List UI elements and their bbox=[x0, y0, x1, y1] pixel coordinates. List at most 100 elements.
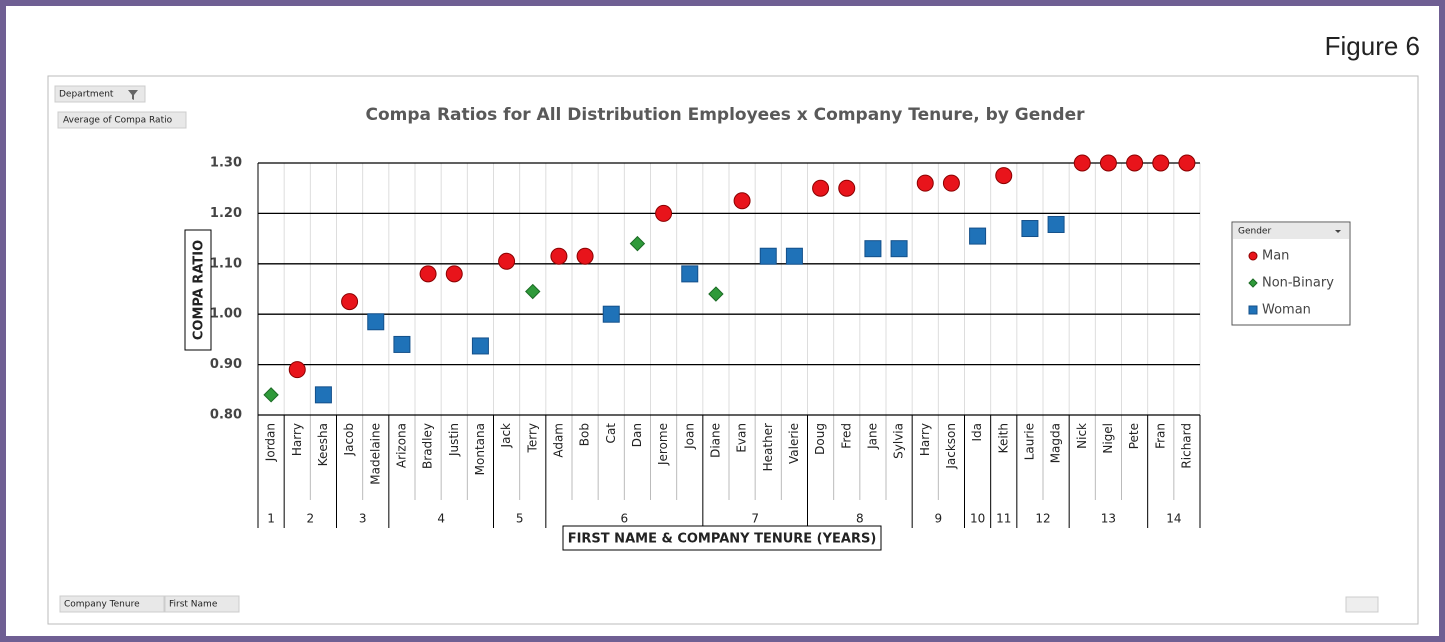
x-tick-label: Adam bbox=[551, 423, 565, 458]
marker bbox=[1099, 154, 1117, 172]
x-tick-label: Magda bbox=[1049, 423, 1063, 463]
x-tick-label: Jacob bbox=[342, 423, 356, 456]
filter-button[interactable] bbox=[54, 85, 146, 103]
x-tick-label: Dan bbox=[630, 423, 644, 447]
x-tick-label: Ida bbox=[970, 423, 984, 442]
marker bbox=[629, 235, 646, 252]
marker bbox=[733, 192, 751, 210]
y-tick-label: 0.80 bbox=[210, 408, 242, 423]
x-tick-label: Pete bbox=[1127, 423, 1141, 449]
expand-collapse[interactable] bbox=[1345, 596, 1379, 613]
marker bbox=[445, 265, 463, 283]
x-tick-label: Bob bbox=[578, 423, 592, 446]
x-tick-label: Evan bbox=[735, 423, 749, 453]
x-tick-label: Diane bbox=[708, 423, 722, 458]
y-tick-label: 1.00 bbox=[210, 307, 242, 322]
marker bbox=[969, 227, 987, 245]
marker bbox=[576, 247, 594, 265]
group-label: 14 bbox=[1166, 512, 1181, 526]
x-axis-label: FIRST NAME & COMPANY TENURE (YEARS) bbox=[568, 532, 877, 547]
group-label: 2 bbox=[307, 512, 315, 526]
x-tick-label: Laurie bbox=[1022, 423, 1036, 460]
marker bbox=[602, 305, 620, 323]
y-tick-label: 1.10 bbox=[210, 256, 242, 271]
marker bbox=[812, 179, 830, 197]
marker bbox=[263, 387, 279, 403]
group-label: 11 bbox=[996, 512, 1011, 526]
marker bbox=[995, 167, 1013, 185]
x-tick-label: Richard bbox=[1179, 423, 1193, 469]
x-tick-label: Terry bbox=[525, 423, 539, 453]
marker bbox=[1047, 215, 1065, 233]
legend-label: Woman bbox=[1262, 303, 1311, 318]
marker bbox=[838, 179, 856, 197]
group-label: 13 bbox=[1101, 512, 1116, 526]
legend-title: Gender bbox=[1238, 227, 1271, 237]
x-tick-label: Sylvia bbox=[892, 423, 906, 459]
value-button-label: Average of Compa Ratio bbox=[63, 116, 173, 126]
marker bbox=[1152, 154, 1170, 172]
x-tick-label: Jordan bbox=[264, 423, 278, 462]
marker bbox=[367, 313, 385, 331]
group-label: 9 bbox=[935, 512, 943, 526]
value-button[interactable] bbox=[57, 111, 187, 129]
x-tick-label: Joan bbox=[682, 423, 696, 450]
marker bbox=[864, 240, 882, 258]
group-label: 3 bbox=[359, 512, 367, 526]
marker bbox=[1178, 154, 1196, 172]
group-label: 8 bbox=[856, 512, 864, 526]
x-tick-label: Valerie bbox=[787, 423, 801, 464]
legend-label: Non-Binary bbox=[1262, 276, 1334, 291]
x-tick-label: Bradley bbox=[421, 423, 435, 469]
group-label: 5 bbox=[516, 512, 524, 526]
marker bbox=[341, 293, 359, 311]
x-tick-label: Madelaine bbox=[368, 423, 382, 485]
group-label: 6 bbox=[621, 512, 629, 526]
x-tick-label: Harry bbox=[290, 423, 304, 456]
legend-label: Man bbox=[1262, 249, 1289, 264]
marker bbox=[498, 252, 516, 270]
group-label: 10 bbox=[970, 512, 985, 526]
x-tick-label: Doug bbox=[813, 423, 827, 455]
x-tick-label: Keith bbox=[996, 423, 1010, 453]
axis-button[interactable] bbox=[59, 595, 165, 613]
marker bbox=[288, 361, 306, 379]
x-tick-label: Keesha bbox=[316, 423, 330, 466]
axis-button-label: First Name bbox=[169, 600, 218, 610]
marker bbox=[785, 247, 803, 265]
marker bbox=[942, 174, 960, 192]
dropdown-icon bbox=[1335, 230, 1341, 233]
marker bbox=[525, 283, 541, 300]
y-axis-label: COMPA RATIO bbox=[192, 240, 207, 340]
x-tick-label: Nick bbox=[1075, 423, 1089, 449]
marker bbox=[708, 286, 724, 302]
group-label: 12 bbox=[1035, 512, 1050, 526]
marker bbox=[1126, 154, 1144, 172]
x-tick-label: Fred bbox=[839, 423, 853, 449]
marker bbox=[314, 386, 332, 404]
x-tick-label: Jerome bbox=[656, 423, 670, 466]
y-tick-label: 0.90 bbox=[210, 357, 242, 372]
x-tick-label: Cat bbox=[604, 423, 618, 444]
marker bbox=[890, 240, 908, 258]
x-tick-label: Justin bbox=[447, 423, 461, 457]
filter-icon bbox=[128, 90, 138, 100]
group-label: 7 bbox=[751, 512, 759, 526]
marker bbox=[1248, 278, 1258, 288]
x-tick-label: Jane bbox=[865, 423, 879, 450]
marker bbox=[1021, 220, 1039, 238]
axis-button[interactable] bbox=[164, 595, 240, 613]
x-tick-label: Jackson bbox=[944, 423, 958, 470]
y-tick-label: 1.30 bbox=[210, 156, 242, 171]
filter-button-label: Department bbox=[59, 90, 114, 100]
chart-title: Compa Ratios for All Distribution Employ… bbox=[366, 105, 1086, 125]
group-label: 1 bbox=[267, 512, 275, 526]
x-tick-label: Harry bbox=[918, 423, 932, 456]
marker bbox=[419, 265, 437, 283]
y-label-box bbox=[184, 229, 212, 351]
legend-header bbox=[1233, 223, 1349, 239]
marker bbox=[1248, 251, 1258, 261]
group-label: 4 bbox=[437, 512, 445, 526]
marker bbox=[1248, 305, 1258, 315]
